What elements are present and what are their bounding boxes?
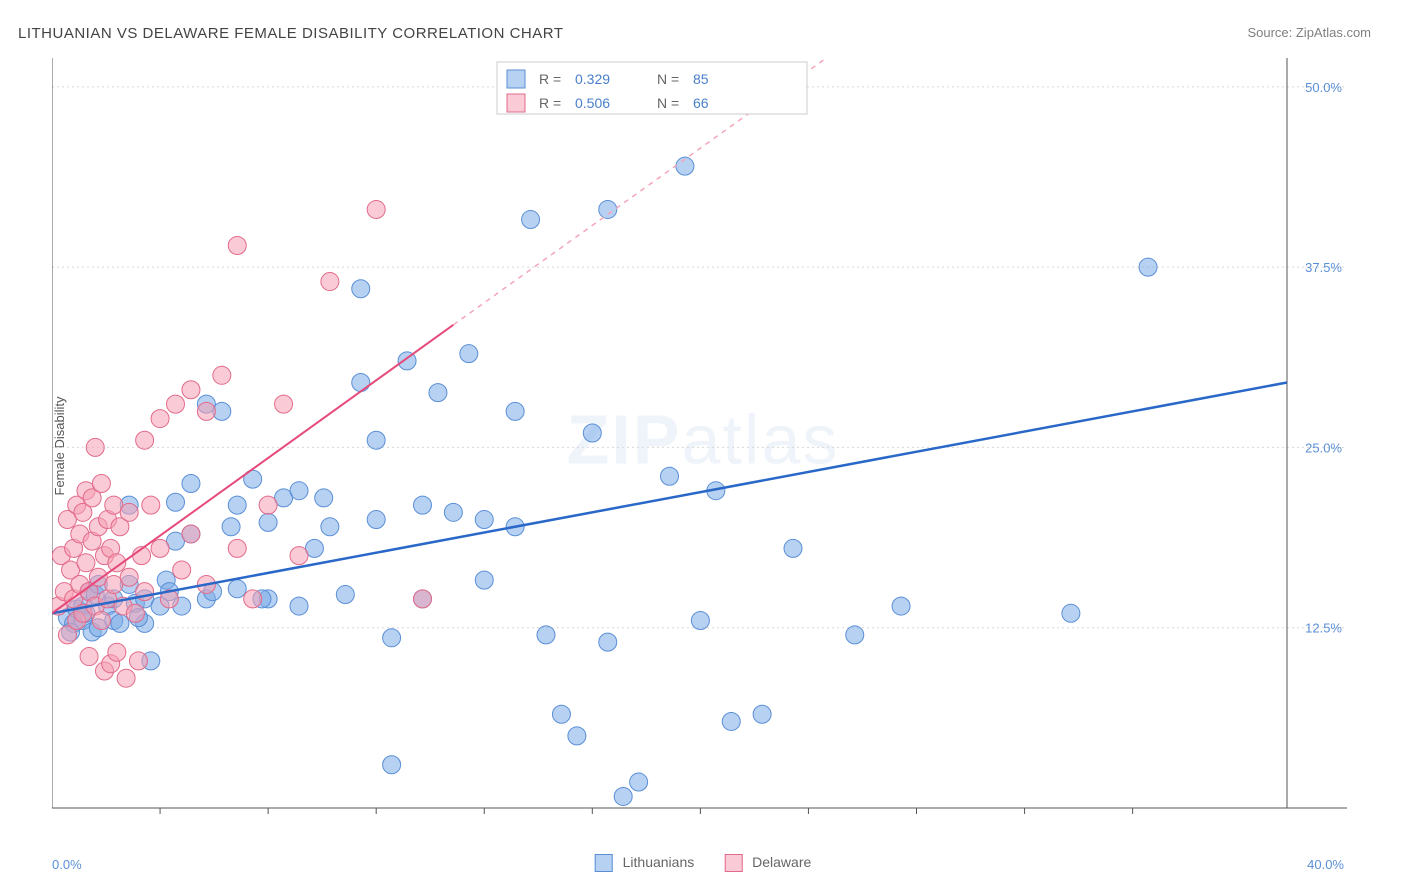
chart-container: LITHUANIAN VS DELAWARE FEMALE DISABILITY… xyxy=(0,0,1406,892)
svg-text:R =: R = xyxy=(539,95,561,111)
swatch-blue-icon xyxy=(595,854,613,872)
legend-label: Lithuanians xyxy=(623,854,695,870)
svg-text:66: 66 xyxy=(693,95,709,111)
x-tick-min: 0.0% xyxy=(52,857,82,872)
svg-text:0.329: 0.329 xyxy=(575,71,610,87)
svg-text:N =: N = xyxy=(657,71,679,87)
chart-title: LITHUANIAN VS DELAWARE FEMALE DISABILITY… xyxy=(18,25,564,42)
source-label: Source: ZipAtlas.com xyxy=(1247,25,1371,40)
swatch-pink-icon xyxy=(724,854,742,872)
legend-label: Delaware xyxy=(752,854,811,870)
bottom-legend: Lithuanians Delaware xyxy=(595,854,812,872)
svg-text:50.0%: 50.0% xyxy=(1305,80,1342,95)
x-tick-max: 40.0% xyxy=(1307,857,1344,872)
svg-text:0.506: 0.506 xyxy=(575,95,610,111)
svg-text:85: 85 xyxy=(693,71,709,87)
legend-item-delaware: Delaware xyxy=(724,854,811,872)
svg-text:25.0%: 25.0% xyxy=(1305,440,1342,455)
svg-text:R =: R = xyxy=(539,71,561,87)
svg-text:12.5%: 12.5% xyxy=(1305,621,1342,636)
svg-text:37.5%: 37.5% xyxy=(1305,260,1342,275)
legend-item-lithuanians: Lithuanians xyxy=(595,854,695,872)
svg-text:N =: N = xyxy=(657,95,679,111)
scatter-plot: 12.5% 25.0% 37.5% 50.0% R = 0.329 N = 85 R = 0.50… xyxy=(52,58,1347,828)
